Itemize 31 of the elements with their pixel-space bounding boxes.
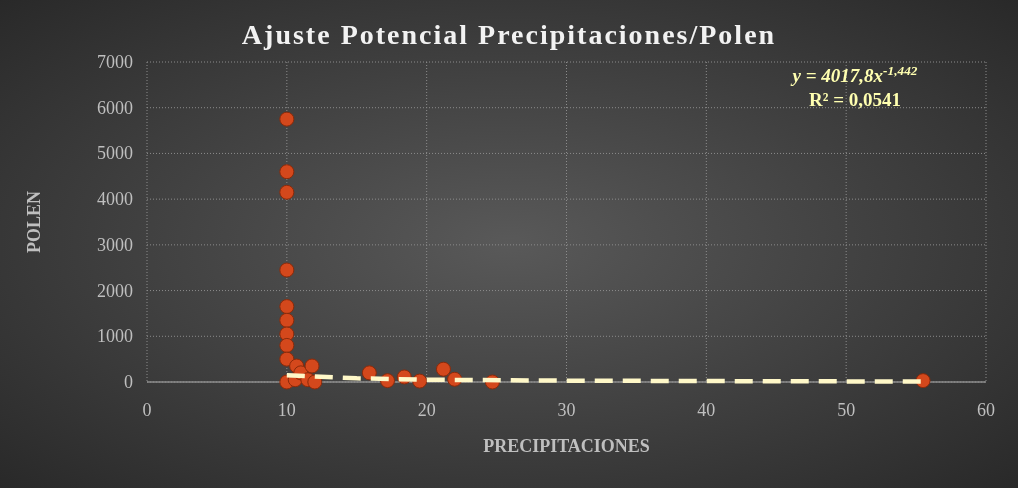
x-tick-label: 10 bbox=[277, 400, 296, 420]
x-tick-label: 40 bbox=[697, 400, 716, 420]
point bbox=[279, 164, 295, 180]
y-tick-label: 7000 bbox=[97, 52, 133, 72]
point bbox=[279, 337, 295, 353]
y-tick-label: 5000 bbox=[97, 143, 133, 164]
y-tick-label: 3000 bbox=[97, 234, 133, 255]
x-tick-label: 50 bbox=[837, 400, 856, 420]
chart-title: Ajuste Potencial Precipitaciones/Polen bbox=[241, 19, 777, 50]
y-tick-label: 2000 bbox=[97, 280, 133, 301]
y-tick-label: 1000 bbox=[97, 326, 133, 347]
point bbox=[279, 312, 295, 328]
y-axis-title: POLEN bbox=[24, 190, 44, 254]
y-tick-label: 0 bbox=[124, 372, 133, 392]
point bbox=[435, 361, 451, 377]
point bbox=[279, 299, 295, 315]
x-tick-label: 60 bbox=[977, 400, 995, 420]
point bbox=[279, 184, 295, 200]
x-tick-label: 20 bbox=[417, 400, 436, 420]
point bbox=[279, 111, 295, 127]
y-tick-label: 4000 bbox=[97, 189, 133, 210]
x-axis-title: PRECIPITACIONES bbox=[483, 436, 650, 456]
point bbox=[279, 262, 295, 278]
point bbox=[279, 351, 295, 367]
x-tick-label: 0 bbox=[142, 400, 152, 420]
x-tick-label: 30 bbox=[557, 400, 576, 420]
annotation: y = 4017,8x$^{-1,442}$ bbox=[790, 62, 918, 86]
annotation: R² = 0,0541 bbox=[809, 89, 901, 110]
point bbox=[304, 358, 320, 374]
point bbox=[361, 365, 377, 381]
y-tick-label: 6000 bbox=[97, 97, 133, 118]
